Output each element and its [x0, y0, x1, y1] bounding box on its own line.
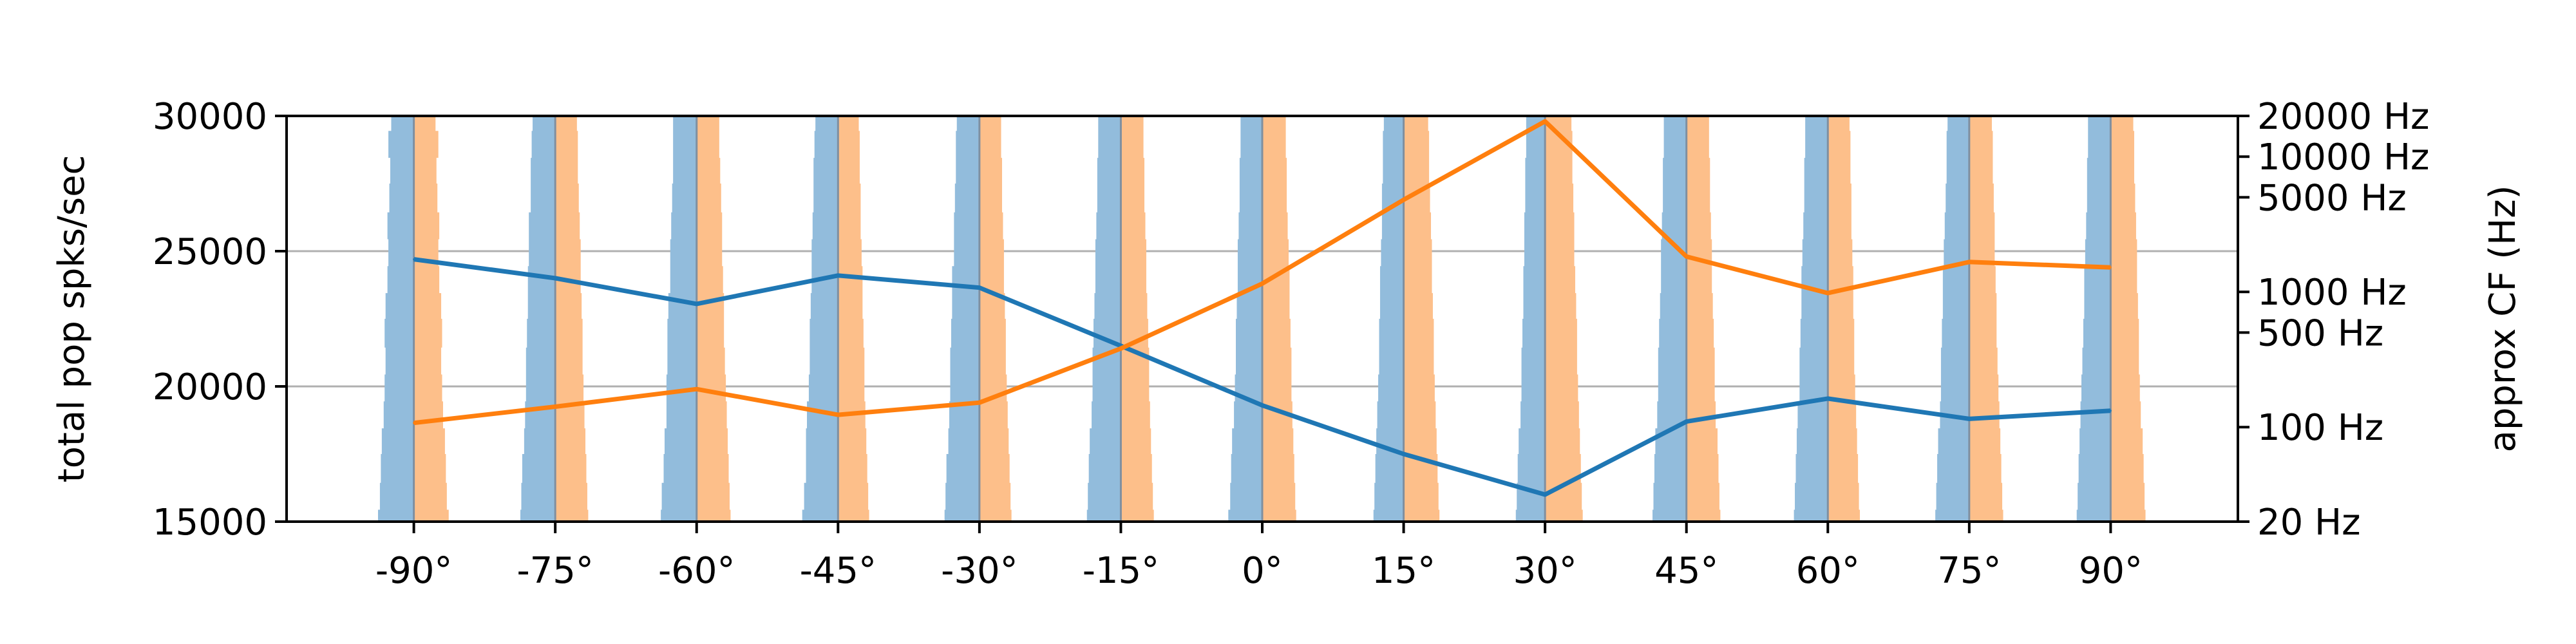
data-point [1826, 397, 1829, 400]
x-tick-label: 30° [1513, 550, 1577, 592]
y-tick-label: 30000 [153, 96, 267, 138]
data-point [1685, 255, 1688, 258]
data-point [1261, 282, 1264, 285]
x-tick-label: 75° [1937, 550, 2001, 592]
cf-profile-left [1228, 116, 1262, 522]
data-point [413, 258, 415, 261]
y2-tick-label: 5000 Hz [2257, 177, 2407, 219]
data-point [696, 303, 698, 305]
x-tick-label: -45° [800, 550, 876, 592]
data-point [978, 287, 981, 289]
y2-tick-label: 10000 Hz [2257, 137, 2429, 178]
y-tick-label: 25000 [153, 231, 267, 273]
x-tick-label: -30° [941, 550, 1018, 592]
data-point [1968, 261, 1971, 263]
y2-tick-label: 20 Hz [2257, 502, 2361, 544]
data-point [1544, 493, 1546, 496]
cf-profile-left [944, 116, 980, 522]
data-point [837, 413, 839, 416]
cf-profile-right [979, 116, 1012, 522]
cf-profile-right [1262, 116, 1296, 522]
cf-profile-left [1653, 116, 1687, 522]
data-point [1261, 404, 1264, 406]
cf-profile-right [2110, 116, 2146, 522]
x-tick-label: -15° [1083, 550, 1159, 592]
series-lines [413, 118, 2112, 497]
data-point [2109, 410, 2112, 412]
cf-profile-left [520, 116, 556, 522]
cf-profile-right [1545, 116, 1583, 522]
cf-profile-left [1373, 116, 1404, 522]
x-tick-label: 60° [1796, 550, 1860, 592]
x-axis: -90° -75° -60° -45° -30° -15° 0° 15° 30° 45° 60° 75… [375, 522, 2143, 592]
cf-profile-right [1403, 116, 1440, 522]
y-axis-title: total pop spks/sec [51, 155, 93, 483]
cf-profile-left [802, 116, 838, 522]
cf-profile-right [696, 116, 731, 522]
cf-profiles [377, 116, 2146, 522]
cf-profile-left [1086, 116, 1121, 522]
data-point [1119, 347, 1122, 350]
data-point [1544, 120, 1546, 122]
data-point [413, 422, 415, 424]
y-tick-label: 20000 [153, 366, 267, 408]
cf-profile-left [2076, 116, 2111, 522]
x-tick-label: -90° [375, 550, 452, 592]
data-point [1403, 198, 1405, 201]
data-point [1685, 421, 1688, 423]
cf-profile-left [377, 116, 414, 522]
x-tick-label: 15° [1372, 550, 1435, 592]
data-point [1826, 292, 1829, 294]
cf-profile-right [1828, 116, 1861, 522]
data-point [837, 274, 839, 277]
cf-profile-left [1515, 116, 1546, 522]
cf-profile-left [1935, 116, 1969, 522]
y2-tick-label: 500 Hz [2257, 312, 2383, 354]
x-tick-label: 45° [1654, 550, 1718, 592]
x-tick-label: 0° [1242, 550, 1283, 592]
left-y-axis: 15000 20000 25000 30000 [153, 96, 287, 544]
x-tick-label: 90° [2079, 550, 2143, 592]
data-point [2109, 266, 2112, 269]
y2-tick-label: 1000 Hz [2257, 272, 2407, 314]
cf-profile-right [1121, 116, 1154, 522]
x-tick-label: -60° [658, 550, 735, 592]
x-tick-label: -75° [516, 550, 593, 592]
cf-profile-left [1794, 116, 1828, 522]
data-point [978, 401, 981, 404]
data-point [696, 388, 698, 390]
y-tick-label: 15000 [153, 502, 267, 544]
data-point [1968, 417, 1971, 420]
y2-tick-label: 100 Hz [2257, 407, 2383, 449]
data-point [554, 406, 556, 408]
cf-profile-left [661, 116, 697, 522]
y2-tick-label: 20000 Hz [2257, 96, 2429, 138]
cf-profile-right [838, 116, 869, 522]
cf-profile-right [555, 116, 589, 522]
data-point [554, 277, 556, 279]
data-point [1403, 453, 1405, 455]
right-y-axis-title: approx CF (Hz) [2482, 185, 2524, 453]
